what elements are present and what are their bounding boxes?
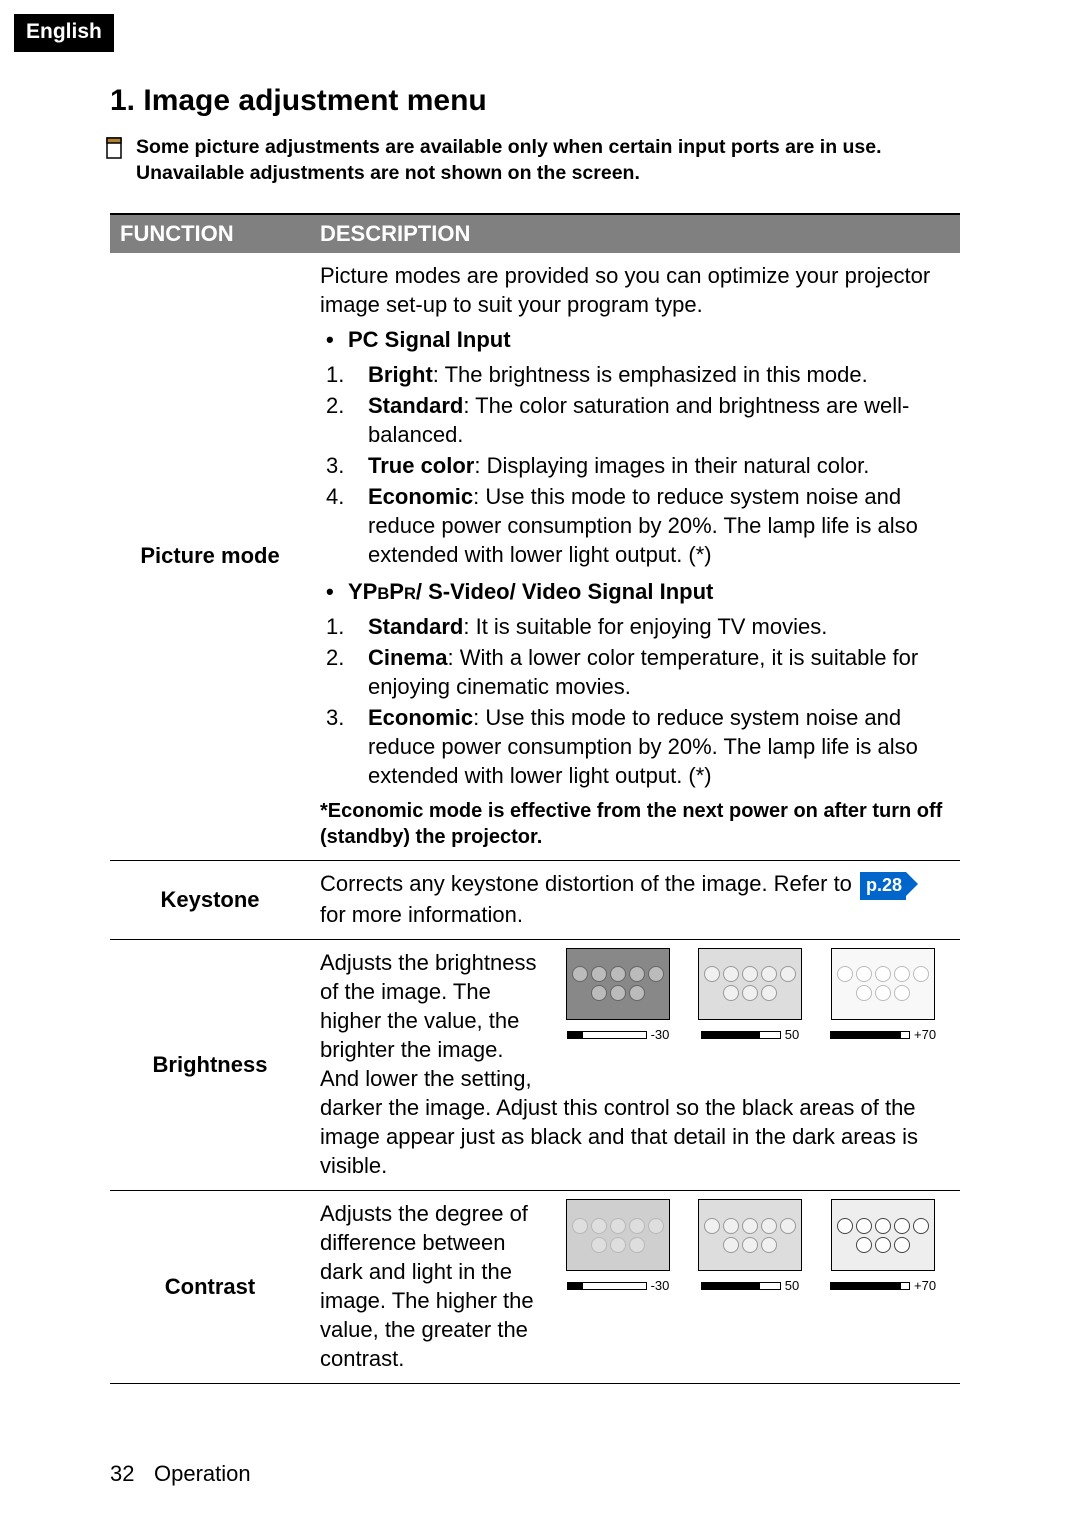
video-signal-heading: YPBPR/ S-Video/ Video Signal Input [324, 577, 950, 606]
contrast-thumb-3: +70 [830, 1199, 936, 1294]
brightness-lead: Adjusts the brightness of the image. The… [320, 948, 540, 1093]
brightness-thumbnails: -30 50 +70 [566, 948, 936, 1043]
col-function-header: Function [110, 214, 310, 253]
pc-item-3: True color: Displaying images in their n… [324, 451, 950, 480]
page: English 1. Image adjustment menu Some pi… [0, 0, 1080, 1529]
brightness-thumb-2: 50 [698, 948, 802, 1043]
row-keystone: Keystone Corrects any keystone distortio… [110, 861, 960, 940]
keystone-desc: Corrects any keystone distortion of the … [310, 861, 960, 940]
language-tab: English [14, 14, 114, 52]
contrast-label: Contrast [110, 1191, 310, 1384]
function-table: Function Description Picture mode Pictur… [110, 213, 960, 1385]
contrast-thumbnails: -30 50 +70 [566, 1199, 936, 1294]
row-picture-mode: Picture mode Picture modes are provided … [110, 253, 960, 861]
section-title: 1. Image adjustment menu [110, 84, 960, 118]
picture-mode-desc: Picture modes are provided so you can op… [310, 253, 960, 861]
contrast-thumb-1: -30 [566, 1199, 670, 1294]
brightness-thumb-1: -30 [566, 948, 670, 1043]
contrast-desc: Adjusts the degree of difference between… [310, 1191, 960, 1384]
note-text: Some picture adjustments are available o… [136, 134, 960, 187]
footer-section: Operation [154, 1461, 251, 1486]
brightness-desc: Adjusts the brightness of the image. The… [310, 939, 960, 1190]
content-area: 1. Image adjustment menu Some picture ad… [110, 84, 960, 1384]
picture-mode-footnote: *Economic mode is effective from the nex… [320, 798, 950, 850]
contrast-thumb-2: 50 [698, 1199, 802, 1294]
page-number: 32 [110, 1461, 154, 1487]
brightness-label: Brightness [110, 939, 310, 1190]
brightness-tail: darker the image. Adjust this control so… [320, 1093, 950, 1180]
video-item-2: Cinema: With a lower color temperature, … [324, 643, 950, 701]
picture-mode-label: Picture mode [110, 253, 310, 861]
contrast-text: Adjusts the degree of difference between… [320, 1199, 540, 1373]
video-item-1: Standard: It is suitable for enjoying TV… [324, 612, 950, 641]
pc-item-4: Economic: Use this mode to reduce system… [324, 482, 950, 569]
note-row: Some picture adjustments are available o… [104, 134, 960, 187]
pc-signal-list: Bright: The brightness is emphasized in … [320, 360, 950, 569]
col-description-header: Description [310, 214, 960, 253]
page-ref-badge: p.28 [860, 872, 906, 900]
pc-signal-heading: PC Signal Input [324, 325, 950, 354]
pc-item-1: Bright: The brightness is emphasized in … [324, 360, 950, 389]
row-brightness: Brightness Adjusts the brightness of the… [110, 939, 960, 1190]
video-item-3: Economic: Use this mode to reduce system… [324, 703, 950, 790]
note-icon [104, 136, 124, 165]
keystone-label: Keystone [110, 861, 310, 940]
pc-item-2: Standard: The color saturation and brigh… [324, 391, 950, 449]
footer: 32Operation [110, 1461, 251, 1487]
brightness-thumb-3: +70 [830, 948, 936, 1043]
picture-mode-intro: Picture modes are provided so you can op… [320, 261, 950, 319]
row-contrast: Contrast Adjusts the degree of differenc… [110, 1191, 960, 1384]
video-signal-list: Standard: It is suitable for enjoying TV… [320, 612, 950, 790]
